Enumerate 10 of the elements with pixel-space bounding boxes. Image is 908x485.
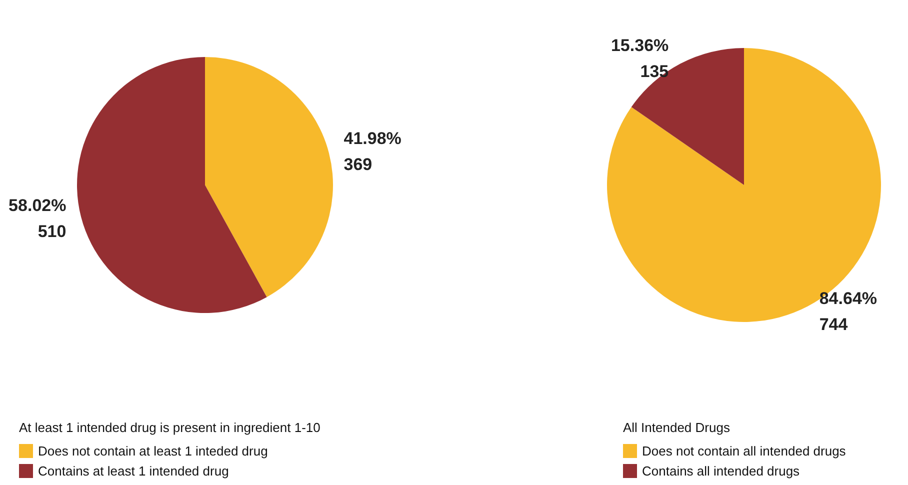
legend-label: Does not contain at least 1 inteded drug [38, 444, 268, 458]
legend-label: Does not contain all intended drugs [642, 444, 846, 458]
legend-label: Contains all intended drugs [642, 464, 800, 478]
legend-title: All Intended Drugs [623, 420, 730, 435]
legend-title: At least 1 intended drug is present in ingredient 1-10 [19, 420, 320, 435]
data-label: 58.02% 510 [8, 196, 66, 241]
data-label: 84.64% 744 [819, 289, 878, 334]
data-label: 41.98% 369 [344, 129, 402, 174]
legend-label: Contains at least 1 intended drug [38, 464, 229, 478]
data-label: 15.36% 135 [610, 36, 669, 81]
